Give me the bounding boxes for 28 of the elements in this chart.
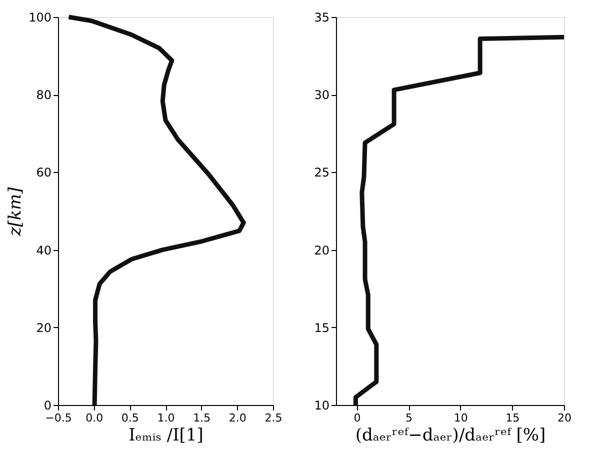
y-tick-label: 100 [28,10,52,24]
x-tick-label: 1.0 [157,412,175,424]
x-tick-label: 0.0 [86,412,104,424]
y-tick-label: 20 [314,243,330,258]
x-axis-title: (dₐₑᵣʳᵉᶠ−dₐₑᵣ)/dₐₑᵣʳᵉᶠ [%] [355,426,546,446]
y-tick-label: 0 [44,398,52,412]
y-tick-label: 25 [314,166,330,180]
y-tick-label: 40 [36,243,52,258]
x-tick-label: −0.5 [45,412,72,424]
y-tick-label: 30 [314,88,330,102]
y-tick-label: 80 [36,88,52,102]
x-tick-label: 15 [506,412,520,424]
x-tick-label: 20 [558,412,572,424]
y-tick-label: 20 [36,320,52,335]
x-tick-label: 2.5 [264,412,282,424]
x-tick-label: 0.5 [121,412,139,424]
y-tick-label: 35 [314,10,330,24]
y-tick-label: 10 [314,398,330,412]
y-tick-label: 15 [314,320,330,335]
x-axis-title: Iₑₘᵢₛ /I[1] [128,426,204,446]
x-tick-label: 0 [354,412,361,424]
x-tick-label: 1.5 [193,412,211,424]
x-tick-label: 2.0 [228,412,246,424]
line-series [66,14,246,408]
x-tick-label: 10 [454,412,468,424]
y-tick-label: 60 [36,166,52,180]
y-axis-title: z[km] [6,186,26,237]
x-tick-label: 5 [406,412,413,424]
